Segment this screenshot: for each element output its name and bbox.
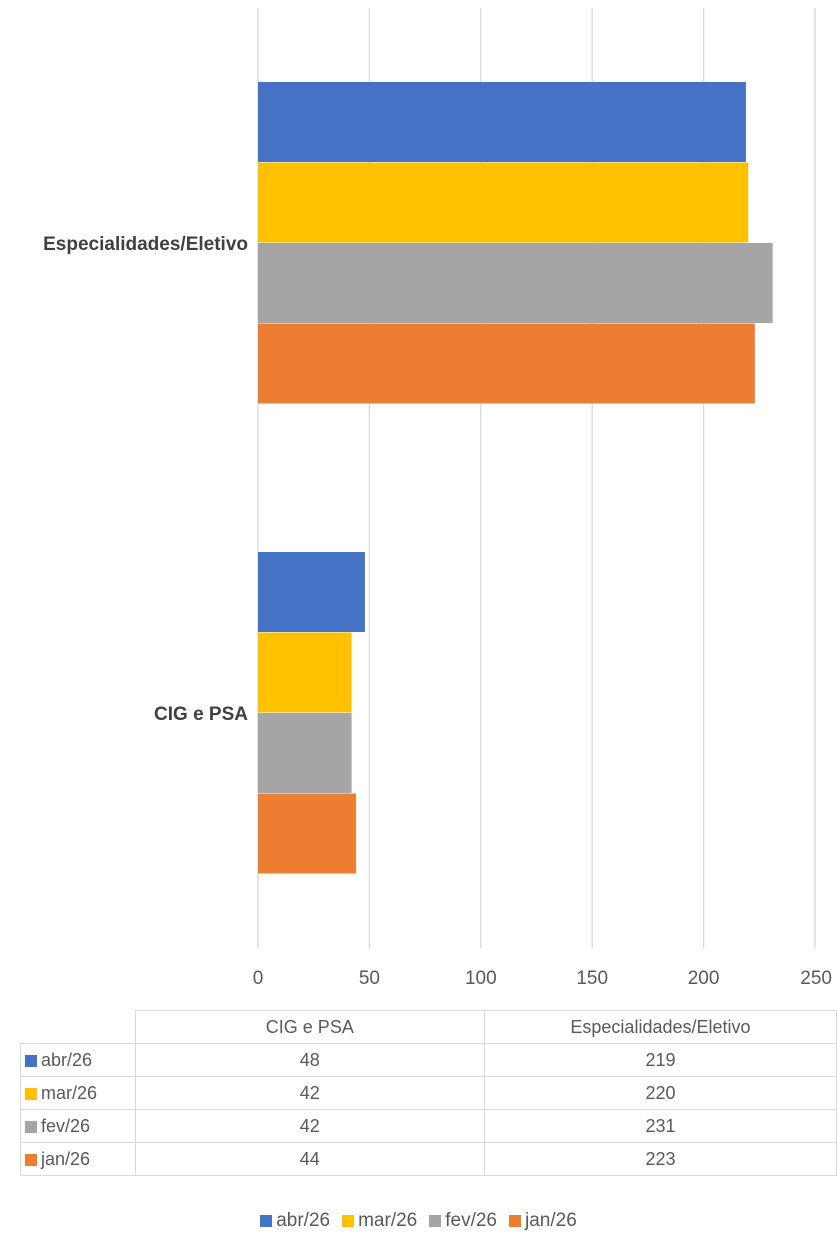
bar xyxy=(258,162,749,243)
data-table-row-header: mar/26 xyxy=(20,1076,136,1110)
chart: 0 50 100 150 200 250 Especialidades/Eletivo CIG… xyxy=(43,8,832,989)
legend-label: jan/26 xyxy=(525,1210,577,1231)
series-swatch xyxy=(25,1153,37,1166)
x-tick-label: 250 xyxy=(800,968,832,989)
data-table-corner xyxy=(20,1010,136,1044)
legend-swatch xyxy=(509,1215,521,1227)
bar xyxy=(258,632,352,713)
data-table-row: jan/26 44 223 xyxy=(20,1142,837,1176)
data-table-cell: 223 xyxy=(483,1142,837,1176)
x-tick-label: 0 xyxy=(253,968,264,989)
x-tick-label: 50 xyxy=(359,968,380,989)
legend-item: jan/26 xyxy=(509,1210,577,1232)
bar xyxy=(258,82,746,162)
legend-item: fev/26 xyxy=(429,1210,497,1232)
data-table-cell: 220 xyxy=(483,1076,837,1110)
legend-item: mar/26 xyxy=(342,1210,417,1232)
series-name: abr/26 xyxy=(41,1049,93,1070)
series-swatch xyxy=(25,1054,37,1067)
bar xyxy=(258,243,773,323)
data-table-header: CIG e PSA Especialidades/Eletivo xyxy=(20,1010,837,1044)
legend-swatch xyxy=(342,1215,355,1227)
series-name: jan/26 xyxy=(41,1148,91,1169)
axis-labels: 0 50 100 150 200 250 Especialidades/Eletivo CIG… xyxy=(43,234,832,989)
legend-swatch xyxy=(429,1215,442,1227)
legend-label: abr/26 xyxy=(276,1210,331,1231)
data-table-cell: 44 xyxy=(134,1142,485,1176)
x-tick-label: 100 xyxy=(465,968,497,989)
data-table-row-header: fev/26 xyxy=(20,1109,136,1143)
data-table-column-header: Especialidades/Eletivo xyxy=(483,1010,837,1044)
x-tick-label: 200 xyxy=(688,968,720,989)
category-label: Especialidades/Eletivo xyxy=(43,234,248,255)
bar xyxy=(258,713,352,793)
data-table-cell: 219 xyxy=(483,1043,837,1077)
data-table-cell: 231 xyxy=(483,1109,837,1143)
data-table-cell: 42 xyxy=(134,1076,485,1110)
series-swatch xyxy=(25,1087,37,1100)
data-table-cell: 42 xyxy=(134,1109,485,1143)
category-label: CIG e PSA xyxy=(154,704,248,725)
data-table-cell: 48 xyxy=(134,1043,485,1077)
bars xyxy=(258,82,773,874)
bar xyxy=(258,552,365,632)
data-table-row: fev/26 42 231 xyxy=(20,1109,837,1143)
legend-swatch xyxy=(260,1215,273,1227)
data-table: CIG e PSA Especialidades/Eletivo abr/26 4… xyxy=(20,1010,837,1176)
bar xyxy=(258,323,755,404)
series-name: mar/26 xyxy=(41,1082,98,1103)
data-table-row-header: abr/26 xyxy=(20,1043,136,1077)
data-table-row-header: jan/26 xyxy=(20,1142,136,1176)
legend-label: mar/26 xyxy=(358,1210,418,1231)
series-name: fev/26 xyxy=(41,1115,91,1136)
legend-label: fev/26 xyxy=(445,1210,497,1231)
bar xyxy=(258,793,357,874)
legend: abr/26 mar/26 fev/26 jan/26 xyxy=(0,1210,837,1232)
series-swatch xyxy=(25,1120,37,1133)
x-tick-label: 150 xyxy=(576,968,608,989)
data-table-row: abr/26 48 219 xyxy=(20,1043,837,1077)
data-table-column-header: CIG e PSA xyxy=(134,1010,485,1044)
legend-item: abr/26 xyxy=(260,1210,330,1232)
data-table-row: mar/26 42 220 xyxy=(20,1076,837,1110)
